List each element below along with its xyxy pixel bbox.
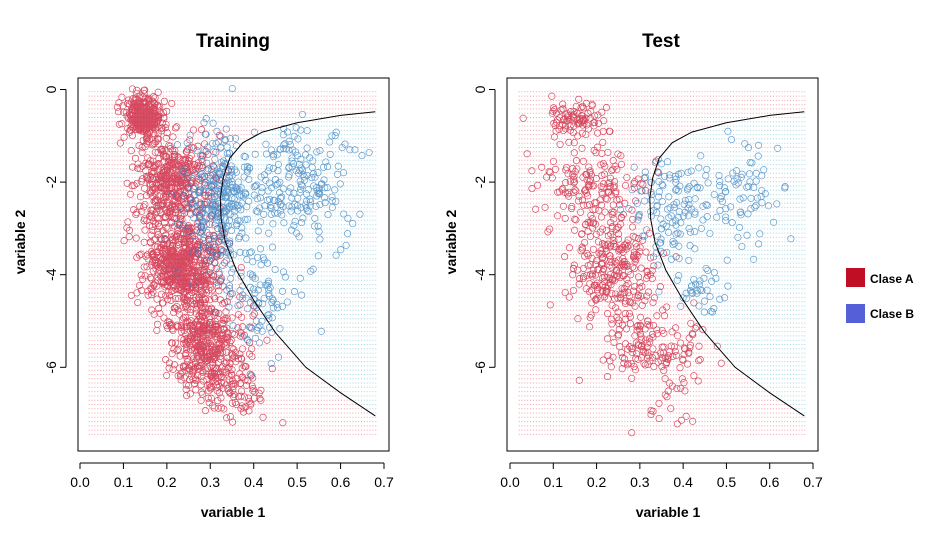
x-tick-label: 0.1 xyxy=(114,474,134,490)
x-tick-label: 0.4 xyxy=(244,474,264,490)
legend-swatch-clase-a xyxy=(846,268,865,287)
y-tick-label: 0 xyxy=(472,85,488,93)
x-tick-label: 0.2 xyxy=(157,474,177,490)
x-tick-label: 0.6 xyxy=(331,474,351,490)
x-axis: 0.0 0.1 0.2 0.3 0.4 0.5 0.6 0.7 xyxy=(500,462,823,490)
x-tick-label: 0.5 xyxy=(717,474,737,490)
plot-frame xyxy=(506,77,819,452)
y-tick-label: -2 xyxy=(472,176,488,189)
plot-frame xyxy=(77,77,390,452)
y-axis: 0 -2 -4 -6 xyxy=(43,85,67,374)
chart-title: Training xyxy=(196,31,270,52)
x-tick-label: 0.6 xyxy=(760,474,780,490)
decision-region-grid xyxy=(88,91,377,435)
region-clase-a-dots xyxy=(518,91,806,435)
y-tick-label: -4 xyxy=(472,268,488,281)
x-tick-label: 0.7 xyxy=(803,474,823,490)
chart-title: Test xyxy=(642,31,680,52)
x-axis-label: variable 1 xyxy=(201,504,266,520)
legend-swatch-clase-b xyxy=(846,304,865,323)
clase-b-markers xyxy=(161,85,373,379)
x-tick-label: 0.4 xyxy=(673,474,693,490)
x-tick-label: 0.7 xyxy=(374,474,394,490)
legend-label-clase-a: Clase A xyxy=(870,272,914,286)
x-tick-label: 0.0 xyxy=(70,474,90,490)
y-tick-label: -6 xyxy=(43,361,59,374)
x-tick-label: 0.3 xyxy=(201,474,221,490)
clase-a-markers xyxy=(519,92,725,437)
panel-training: Training 0.0 0.1 0.2 0.3 0.4 0.5 0.6 0.7 0 -2 -4 -… xyxy=(12,31,394,520)
legend-label-clase-b: Clase B xyxy=(870,307,914,321)
x-axis-label: variable 1 xyxy=(636,504,701,520)
x-axis: 0.0 0.1 0.2 0.3 0.4 0.5 0.6 0.7 xyxy=(70,462,394,490)
decision-region-grid xyxy=(518,91,806,435)
decision-boundary-line xyxy=(219,111,376,417)
y-axis-label: variable 2 xyxy=(443,209,459,274)
series-clase-a-points xyxy=(519,92,725,437)
x-tick-label: 0.5 xyxy=(287,474,307,490)
panel-test: Test 0.0 0.1 0.2 0.3 0.4 0.5 0.6 0.7 0 -2 -4 -6 va… xyxy=(443,31,823,520)
x-tick-label: 0.2 xyxy=(587,474,607,490)
y-tick-label: -4 xyxy=(43,268,59,281)
y-tick-label: -6 xyxy=(472,361,488,374)
x-tick-label: 0.1 xyxy=(544,474,564,490)
decision-boundary-line xyxy=(649,111,805,417)
y-axis: 0 -2 -4 -6 xyxy=(472,85,496,374)
series-clase-b-points xyxy=(161,85,373,379)
x-tick-label: 0.0 xyxy=(500,474,520,490)
legend: Clase A Clase B xyxy=(846,268,914,323)
region-clase-b-dots xyxy=(220,112,377,414)
y-tick-label: 0 xyxy=(43,85,59,93)
y-tick-label: -2 xyxy=(43,176,59,189)
x-tick-label: 0.3 xyxy=(630,474,650,490)
y-axis-label: variable 2 xyxy=(12,209,28,274)
